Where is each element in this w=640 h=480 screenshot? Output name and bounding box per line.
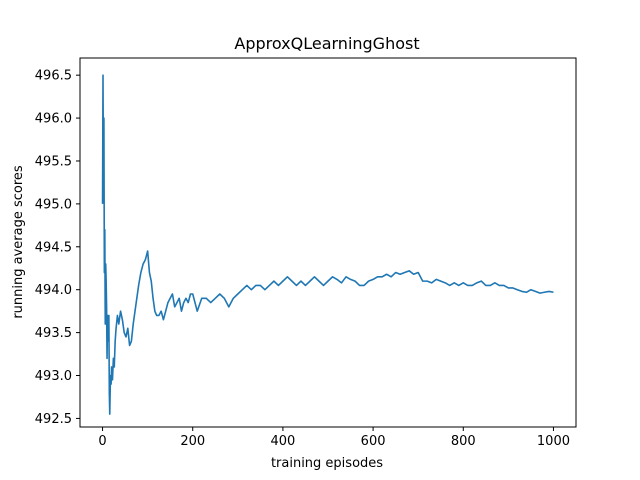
plot-area (79, 57, 577, 428)
axis-ticks: 0 200 400 600 800 1000 492.5 493.0 493.5 494.0 494… (35, 69, 570, 449)
x-tick-label: 200 (180, 434, 205, 449)
x-axis-label: training episodes (271, 456, 383, 471)
y-tick-label: 496.0 (35, 112, 72, 127)
series-line-0 (101, 74, 554, 415)
y-tick-label: 496.5 (35, 69, 72, 84)
y-axis-label: running average scores (11, 165, 26, 319)
y-tick-label: 493.5 (35, 326, 72, 341)
chart-title: ApproxQLearningGhost (234, 34, 419, 53)
x-tick-label: 400 (270, 434, 295, 449)
x-tick-label: 600 (361, 434, 386, 449)
x-tick-label: 0 (98, 434, 106, 449)
plot-frame (79, 57, 577, 428)
y-tick-label: 493.0 (35, 369, 72, 384)
y-tick-label: 492.5 (35, 412, 72, 427)
x-tick-label: 1000 (537, 434, 570, 449)
y-tick-label: 494.5 (35, 240, 72, 255)
y-tick-label: 494.0 (35, 283, 72, 298)
y-tick-label: 495.0 (35, 197, 72, 212)
y-tick-label: 495.5 (35, 154, 72, 169)
x-tick-label: 800 (451, 434, 476, 449)
